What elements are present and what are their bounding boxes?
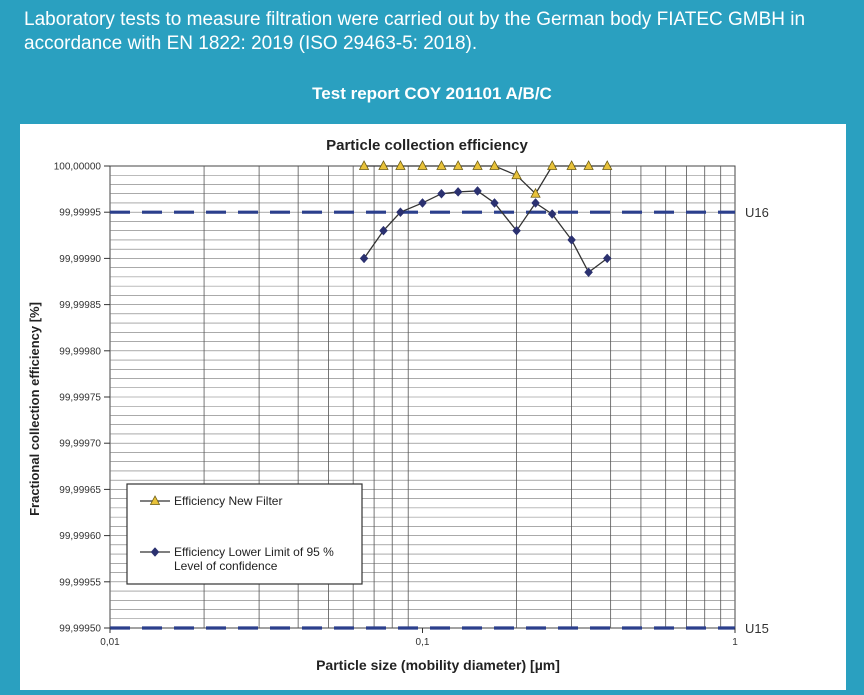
y-tick-label: 99,99980: [59, 346, 101, 357]
series-line: [364, 165, 608, 195]
lower-limit-point: [567, 235, 576, 245]
series-line: [363, 190, 608, 274]
lower-limit-point: [437, 188, 446, 199]
y-tick-label: 99,99955: [59, 577, 101, 588]
intro-text: Laboratory tests to measure filtration w…: [24, 9, 806, 54]
lower-limit-point: [379, 225, 388, 236]
legend-label-lower-limit: Efficiency Lower Limit of 95 %: [174, 545, 334, 559]
series-layer: [358, 160, 613, 278]
new-filter-point: [452, 160, 464, 170]
y-tick-label: 99,99995: [59, 208, 101, 219]
x-tick-label: 1: [732, 637, 738, 648]
axes: 100,00000 99,99995 99,99990 99,99985 99,9998…: [54, 162, 739, 649]
new-filter-point: [395, 160, 406, 170]
new-filter-point: [472, 160, 483, 170]
new-filter-point: [358, 160, 370, 170]
new-filter-point: [436, 160, 447, 170]
new-filter-point: [417, 160, 428, 170]
threshold-lines: U16 U15: [110, 205, 769, 636]
new-filter-point: [547, 160, 558, 170]
y-tick-label: 99,99970: [59, 439, 101, 450]
new-filter-point: [378, 160, 389, 170]
legend-marker-triangle: [149, 495, 161, 505]
lower-limit-point: [453, 186, 463, 197]
chart-panel: Particle collection efficiency U16 U15 10…: [20, 124, 846, 690]
lower-limit-point: [547, 209, 557, 219]
new-filter-point: [602, 160, 613, 170]
new-filter-point: [511, 169, 522, 180]
new-filter-point: [489, 160, 500, 170]
y-tick-label: 99,99960: [59, 531, 101, 542]
y-tick-label: 99,99950: [59, 624, 101, 635]
lower-limit-point: [602, 253, 612, 264]
new-filter-point: [566, 160, 577, 170]
chart-title: Particle collection efficiency: [326, 137, 528, 154]
new-filter-point: [583, 160, 594, 170]
y-tick-label: 99,99975: [59, 393, 101, 404]
legend-label-new-filter: Efficiency New Filter: [174, 494, 282, 508]
x-axis-label: Particle size (mobility diameter) [µm]: [316, 657, 560, 673]
y-tick-label: 99,99985: [59, 300, 101, 311]
lower-limit-point: [531, 198, 540, 208]
threshold-label: U16: [745, 205, 769, 220]
x-tick-label: 0,01: [100, 637, 120, 648]
y-tick-label: 99,99965: [59, 485, 101, 496]
lower-limit-point: [584, 267, 593, 278]
lower-limit-point: [512, 225, 521, 236]
lower-limit-point: [396, 207, 405, 218]
y-axis-label: Fractional collection efficiency [%]: [27, 302, 42, 516]
lower-limit-point: [490, 198, 499, 208]
threshold-label: U15: [745, 621, 769, 636]
new-filter-point: [530, 187, 541, 198]
legend: Efficiency New Filter Efficiency Lower Li…: [126, 483, 363, 585]
lower-limit-point: [359, 253, 369, 264]
lower-limit-point: [418, 198, 427, 208]
legend-label-lower-limit: Level of confidence: [174, 559, 278, 573]
report-title: Test report COY 201101 A/B/C: [312, 84, 552, 103]
legend-marker-diamond: [150, 547, 160, 557]
x-tick-label: 0,1: [416, 637, 430, 648]
lower-limit-point: [473, 186, 482, 196]
y-tick-label: 100,00000: [54, 162, 102, 173]
y-tick-label: 99,99990: [59, 254, 101, 265]
